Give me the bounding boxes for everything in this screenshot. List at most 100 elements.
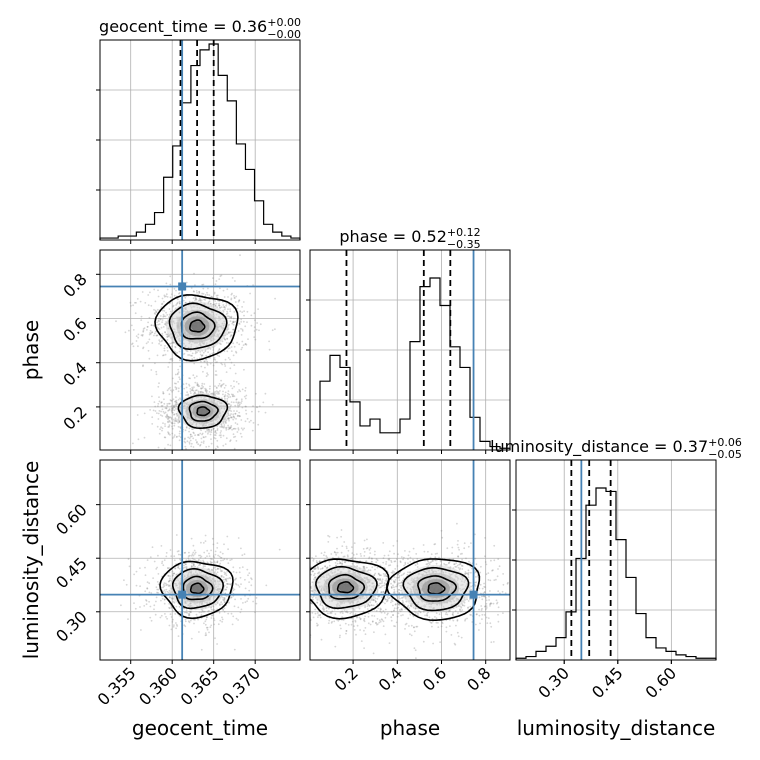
sample-point [347, 624, 350, 626]
title-plus: +0.12 [447, 226, 481, 239]
sample-point [191, 435, 193, 438]
sample-point [224, 601, 226, 603]
sample-point [223, 607, 226, 609]
sample-point [317, 568, 320, 570]
sample-point [213, 560, 216, 563]
sample-point [506, 582, 509, 585]
sample-point [379, 579, 382, 582]
density-shading [169, 567, 225, 610]
sample-point [408, 607, 411, 609]
sample-point [195, 297, 197, 299]
sample-point [222, 383, 225, 385]
sample-point [234, 435, 237, 438]
sample-point [359, 617, 362, 620]
sample-point [92, 316, 94, 318]
sample-point [232, 342, 235, 345]
sample-point [194, 297, 197, 300]
sample-point [202, 610, 205, 613]
panel-frame [309, 249, 511, 451]
sample-point [225, 580, 228, 582]
sample-point [173, 424, 176, 427]
sample-point [156, 566, 159, 569]
sample-point [208, 429, 211, 431]
sample-point [160, 410, 163, 413]
contour-level-2 [168, 302, 228, 351]
sample-point [169, 342, 172, 345]
sample-point [226, 583, 229, 585]
sample-point [212, 609, 215, 611]
sample-point [194, 565, 196, 568]
sample-point [154, 613, 157, 616]
sample-point [407, 562, 409, 565]
sample-point [175, 412, 178, 415]
sample-point [311, 570, 314, 573]
sample-point [235, 577, 238, 580]
sample-point [172, 600, 175, 603]
sample-point [218, 304, 221, 307]
sample-point [244, 343, 247, 346]
sample-point [214, 553, 217, 556]
sample-point [243, 314, 245, 317]
sample-point [312, 570, 315, 573]
sample-point [196, 441, 198, 443]
sample-point [195, 298, 197, 301]
sample-point [178, 435, 181, 437]
sample-point [219, 425, 222, 428]
sample-point [163, 436, 166, 439]
sample-point [219, 551, 222, 553]
sample-point [465, 572, 468, 575]
sample-point [216, 643, 219, 645]
sample-point [230, 393, 233, 396]
sample-point [168, 596, 171, 598]
sample-point [384, 598, 387, 601]
sample-point [127, 558, 130, 560]
sample-point [346, 554, 349, 557]
sample-point [273, 599, 275, 601]
sample-point [222, 393, 224, 396]
sample-point [151, 423, 154, 425]
sample-point [172, 574, 174, 577]
sample-point [170, 405, 173, 407]
sample-point [169, 613, 172, 616]
sample-point [272, 624, 274, 626]
sample-point [192, 437, 195, 440]
sample-point [364, 560, 367, 563]
sample-point [197, 385, 200, 388]
sample-point [177, 565, 180, 567]
sample-point [166, 339, 169, 341]
sample-point [196, 384, 199, 387]
sample-point [168, 579, 171, 582]
sample-point [176, 373, 179, 376]
sample-point [175, 396, 177, 399]
sample-point [378, 621, 381, 624]
sample-point [188, 621, 191, 624]
sample-point [171, 345, 174, 348]
sample-point [226, 315, 229, 317]
sample-point [175, 418, 177, 421]
sample-point [246, 600, 249, 602]
sample-point [168, 402, 171, 405]
sample-point [219, 432, 222, 434]
sample-point [227, 417, 230, 420]
sample-point [375, 621, 377, 624]
sample-point [193, 386, 195, 389]
sample-point [422, 640, 425, 643]
sample-point [214, 385, 216, 388]
sample-point [199, 432, 202, 435]
sample-point [201, 391, 204, 393]
sample-point [337, 619, 340, 622]
sample-point [131, 342, 134, 345]
sample-point [215, 386, 218, 389]
sample-point [167, 417, 170, 420]
sample-point [194, 295, 197, 298]
sample-point [232, 328, 235, 331]
sample-point [223, 581, 226, 583]
sample-point [191, 358, 194, 360]
sample-point [197, 618, 200, 621]
sample-point [177, 298, 179, 301]
sample-point [404, 563, 407, 565]
sample-point [202, 292, 205, 295]
sample-point [353, 625, 355, 627]
sample-point [232, 354, 235, 357]
sample-point [205, 616, 208, 619]
